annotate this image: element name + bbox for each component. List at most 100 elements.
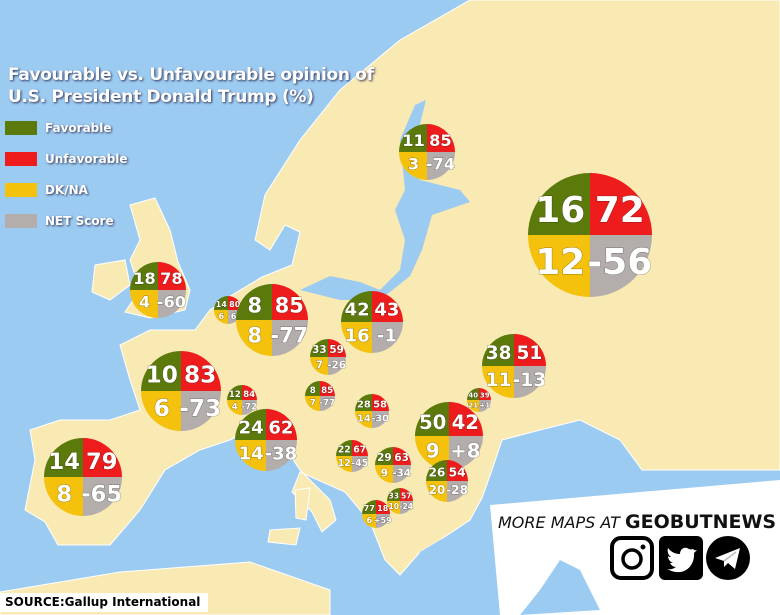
pie-slice-dkna	[482, 366, 514, 398]
pie-label-net: -38	[265, 443, 297, 464]
legend-swatch	[5, 213, 37, 228]
pie-label-dkna: 4	[139, 293, 150, 312]
pie-slice-dkna	[141, 391, 181, 431]
pie-slice-dkna	[426, 481, 447, 502]
country-pie: 8 85 8 -77	[236, 284, 309, 356]
pie-label-net: -1	[377, 325, 397, 346]
pie-slice-dkna	[467, 400, 479, 412]
country-pie: 14 80 6 -66	[214, 296, 243, 324]
pie-label-dkna: 3	[408, 155, 419, 174]
pie-slice-dkna	[310, 357, 328, 375]
pie-slice-net	[352, 456, 368, 472]
pie-label-favorable: 10	[146, 362, 178, 389]
pie-slice-unfavorable	[590, 173, 652, 235]
pie-slice-unfavorable	[376, 500, 390, 514]
pie-label-dkna: 16	[345, 325, 370, 346]
pie-label-favorable: 24	[239, 417, 264, 438]
legend-swatch	[5, 151, 37, 166]
pie-slice-favorable	[341, 291, 372, 322]
pie-slice-net	[449, 436, 483, 470]
pie-slice-unfavorable	[158, 262, 186, 290]
legend-net-score: NET Score	[5, 205, 128, 236]
pie-label-dkna: 20	[428, 483, 445, 497]
pie-label-dkna: 12	[535, 242, 585, 283]
pie-slice-net	[266, 440, 297, 471]
pie-slice-dkna	[44, 477, 83, 516]
pie-slice-favorable	[415, 402, 449, 436]
country-pie: 77 18 6 +59	[362, 500, 393, 528]
pie-label-net: -74	[426, 155, 455, 174]
pie-slice-unfavorable	[400, 488, 413, 501]
instagram-icon[interactable]	[610, 536, 654, 580]
promo-prefix: MORE MAPS AT	[498, 513, 620, 532]
pie-label-unfavorable: 51	[516, 343, 542, 364]
legend-label: Unfavorable	[45, 151, 128, 166]
pie-slice-unfavorable	[228, 296, 242, 310]
country-pie: 12 84 4 -72	[227, 385, 258, 415]
pie-slice-dkna	[305, 396, 320, 411]
pie-slice-favorable	[426, 460, 447, 481]
pie-label-net: -60	[157, 293, 186, 312]
pie-label-favorable: 8	[310, 386, 316, 396]
pie-label-net: -30	[371, 414, 389, 425]
pie-slice-net	[479, 400, 491, 412]
pie-slice-unfavorable	[352, 440, 368, 456]
pie-slice-favorable	[235, 409, 266, 440]
pie-slice-net	[393, 465, 411, 483]
pie-label-net: -24	[399, 502, 413, 511]
pie-label-favorable: 33	[389, 491, 399, 500]
pie-label-dkna: 9	[426, 439, 440, 462]
pie-slice-dkna	[355, 411, 372, 428]
pie-label-unfavorable: 43	[374, 299, 399, 320]
pie-label-dkna: 6	[218, 311, 224, 321]
pie-label-dkna: 4	[232, 402, 238, 412]
pie-label-favorable: 14	[216, 299, 228, 309]
pie-label-net: +8	[450, 439, 480, 462]
pie-slice-favorable	[467, 388, 479, 400]
pie-slice-unfavorable	[320, 381, 335, 396]
pie-label-unfavorable: 59	[329, 344, 344, 356]
pie-slice-dkna	[236, 320, 272, 356]
promo-text: MORE MAPS AT GEOBUTNEWS	[498, 511, 776, 533]
pie-label-dkna: 8	[56, 482, 72, 508]
pie-slice-net	[514, 366, 546, 398]
pie-slice-unfavorable	[242, 385, 257, 400]
pie-label-net: -66	[227, 311, 242, 321]
pie-label-net: -73	[179, 395, 221, 422]
pie-slice-dkna	[375, 465, 393, 483]
pie-label-favorable: 29	[377, 452, 392, 464]
pie-slice-unfavorable	[449, 402, 483, 436]
legend: Favorable Unfavorable DK/NA NET Score	[5, 112, 128, 236]
pie-label-dkna: 10	[389, 502, 399, 511]
pie-label-unfavorable: 79	[86, 449, 117, 475]
pie-label-net: -56	[587, 242, 652, 283]
pie-slice-favorable	[482, 334, 514, 366]
pie-slice-favorable	[305, 381, 320, 396]
pie-label-net: -77	[319, 398, 335, 408]
telegram-icon[interactable]	[706, 536, 750, 580]
pie-slice-favorable	[387, 488, 400, 501]
legend-label: DK/NA	[45, 182, 88, 197]
country-pie: 14 79 8 -65	[44, 438, 123, 516]
pie-label-dkna: 8	[247, 324, 262, 348]
country-pie: 8 85 7 -77	[305, 381, 336, 411]
pie-label-favorable: 38	[486, 343, 512, 364]
pie-label-dkna: 7	[310, 398, 316, 408]
legend-swatch	[5, 120, 37, 135]
twitter-icon[interactable]	[659, 536, 703, 580]
pie-label-net: -28	[446, 483, 468, 497]
legend-swatch	[5, 182, 37, 197]
country-pie: 10 83 6 -73	[141, 351, 222, 431]
pie-label-unfavorable: 63	[394, 452, 409, 464]
pie-label-favorable: 14	[49, 449, 80, 475]
pie-slice-dkna	[214, 310, 228, 324]
pie-label-favorable: 18	[133, 269, 156, 288]
pie-slice-unfavorable	[372, 394, 389, 411]
pie-slice-favorable	[130, 262, 158, 290]
pie-slice-net	[376, 514, 390, 528]
country-pie: 29 63 9 -34	[375, 447, 412, 483]
pie-label-unfavorable: 42	[452, 411, 479, 434]
